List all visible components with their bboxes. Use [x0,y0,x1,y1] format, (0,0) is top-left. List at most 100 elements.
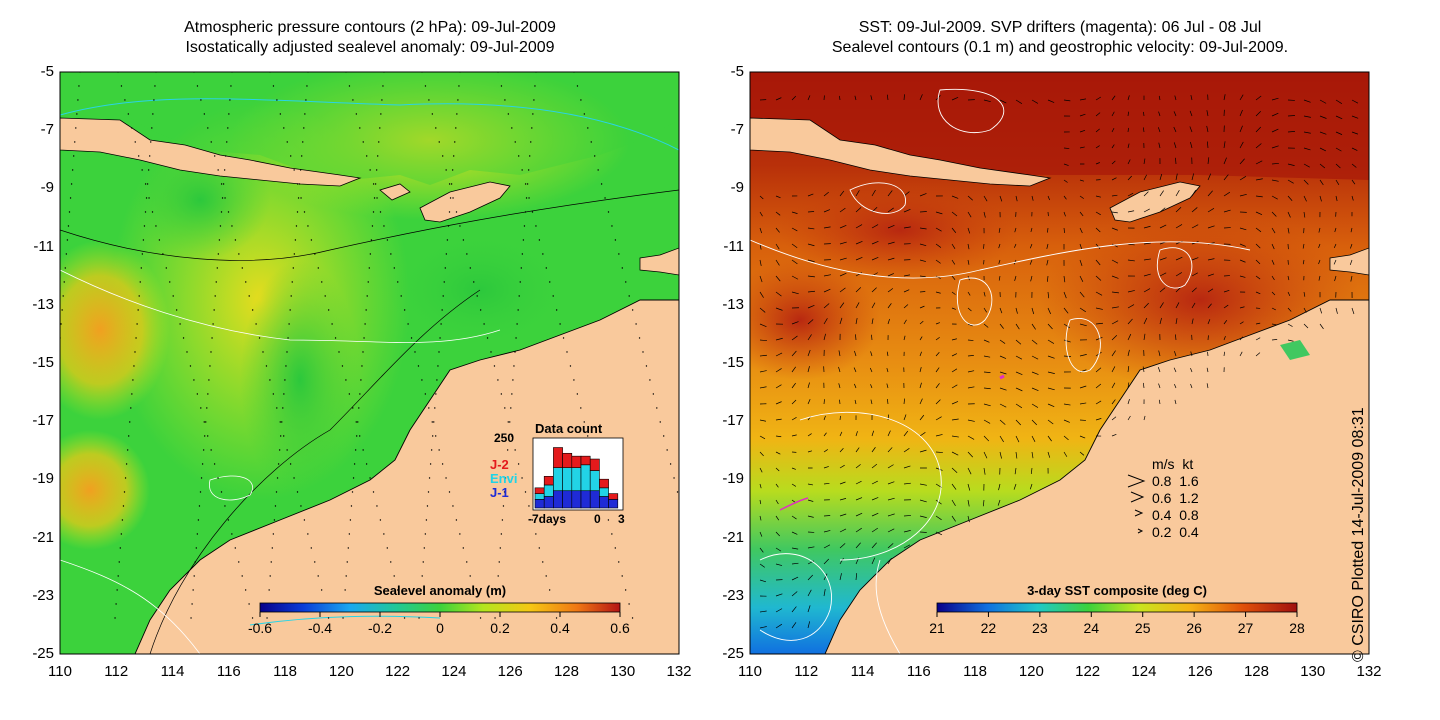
x-tick-label: 130 [610,663,636,680]
data-count-ymax: 250 [494,431,515,445]
left-title-line2: Isostatically adjusted sealevel anomaly:… [185,39,555,56]
right-title-line1: SST: 09-Jul-2009. SVP drifters (magenta)… [858,19,1262,36]
left-cyan-contour [60,98,679,151]
x-tick-label: 132 [1356,663,1382,680]
y-tick-label: -13 [722,295,744,313]
velocity-ms-value: 0.6 [1152,490,1172,506]
data-count-bar [571,455,582,468]
right-title-line2: Sealevel contours (0.1 m) and geostrophi… [831,39,1289,56]
colorbar-tick-label: 28 [1289,620,1305,636]
x-tick-label: 118 [273,663,298,680]
velocity-kt-value: 1.6 [1179,473,1199,489]
colorbar-tick-label: 0.4 [550,620,570,636]
y-tick-label: -23 [722,586,744,604]
right-island-java [750,117,1052,187]
data-count-bar [589,470,600,492]
velocity-kt-value: 0.4 [1179,524,1199,540]
colorbar-tick-label: 27 [1237,620,1254,636]
x-tick-label: 132 [666,663,692,680]
right-map-frame [749,71,1370,655]
x-tick-label: 124 [1131,663,1157,680]
y-tick-label: -23 [32,586,54,604]
left-map-frame [59,71,680,655]
data-count-bar [553,467,563,492]
data-count-legend-item: Envi [490,471,518,486]
colorbar-tick-label: 22 [980,620,997,636]
data-count-title: Data count [535,421,603,436]
data-count-bar [580,464,591,492]
x-tick-label: 128 [1243,663,1269,680]
y-tick-label: -11 [33,237,54,255]
data-count-bar [580,490,591,509]
data-count-xlabel-start: -7days [528,512,567,526]
x-tick-label: 130 [1300,663,1326,680]
y-tick-label: -7 [730,121,744,139]
colorbar-tick-label: 23 [1032,620,1048,636]
y-tick-label: -5 [40,63,54,80]
x-tick-label: 116 [216,663,241,680]
colorbar-tick-label: 26 [1186,620,1202,636]
y-tick-label: -21 [722,528,744,546]
velocity-legend: m/s kt 0.8 1.6 0.6 1.2 0.4 0.8 0.2 0.4 [1152,456,1199,541]
data-count-bar [553,490,563,509]
y-tick-label: -21 [32,528,54,546]
data-count-bar [599,496,609,509]
y-tick-label: -15 [32,354,54,371]
data-count-bar [543,476,554,486]
data-count-bar [599,478,609,489]
left-island-java [60,117,362,187]
x-tick-label: 122 [385,663,411,680]
left-colorbar-ticks [259,612,621,617]
velocity-legend-row: 0.6 1.2 [1152,490,1199,507]
colorbar-tick-label: 24 [1083,620,1100,636]
data-count-bar [534,487,545,494]
right-island-timor [1109,181,1201,223]
left-australia-landmass [134,299,679,654]
left-title-line1: Atmospheric pressure contours (2 hPa): 0… [184,19,556,36]
x-tick-label: 126 [1187,663,1213,680]
data-count-legend-item: J-1 [490,485,509,500]
right-colorbar-label: 3-day SST composite (deg C) [1027,583,1207,598]
data-count-bar [599,487,609,497]
velocity-ms-value: 0.4 [1152,507,1172,523]
colorbar-tick-label: 0 [436,620,444,636]
data-count-bar [534,499,545,509]
y-tick-label: -13 [32,295,54,313]
right-map [750,72,1369,654]
data-count-bars [534,447,619,509]
x-tick-label: 120 [1018,663,1044,680]
right-colorbar-ticks [936,612,1298,617]
colorbar-tick-label: -0.6 [247,620,273,636]
velocity-ms-value: 0.2 [1152,524,1172,540]
y-tick-label: -19 [32,470,54,488]
x-tick-label: 120 [328,663,354,680]
data-count-bar [543,484,554,497]
y-tick-label: -9 [40,179,54,197]
data-count-bar [608,493,619,500]
right-australia-landmass [824,299,1369,654]
left-island-timor [419,181,511,223]
y-tick-label: -11 [723,237,744,255]
data-count-bar [562,490,573,509]
colorbar-tick-label: 21 [929,620,945,636]
right-colorbar [936,602,1298,613]
colorbar-tick-label: -0.4 [307,620,333,636]
velocity-legend-arrows [1127,474,1146,534]
left-track-dots [60,72,679,619]
data-count-bar [562,467,573,492]
data-count-bar [608,499,619,509]
y-tick-label: -25 [722,645,744,662]
left-anomaly-orange [60,240,170,420]
x-tick-label: 126 [497,663,523,680]
velocity-legend-row: 0.8 1.6 [1152,473,1199,490]
x-tick-label: 116 [906,663,931,680]
data-count-bar [571,490,582,509]
y-tick-label: -17 [32,412,54,430]
data-count-bar [543,496,554,509]
colorbar-tick-label: -0.2 [367,620,393,636]
velocity-legend-header-ms: m/s [1152,456,1175,472]
x-tick-label: 118 [963,663,988,680]
data-count-bar [571,467,582,492]
velocity-kt-value: 0.8 [1179,507,1199,523]
